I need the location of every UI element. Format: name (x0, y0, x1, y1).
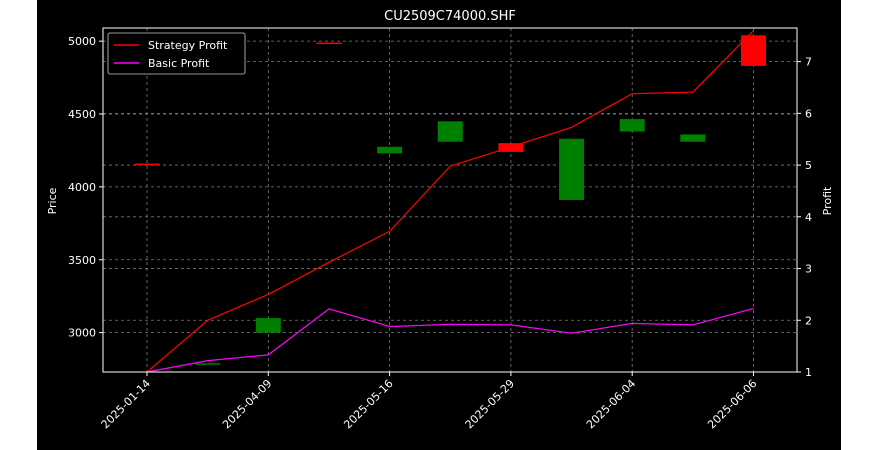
y-tick-label-left: 3000 (68, 327, 96, 340)
chart-svg: CU2509C74000.SHF Price Profit 3000 3500 40… (46, 9, 834, 431)
y-tick-label-right: 4 (805, 211, 812, 224)
y-tick-label-left: 5000 (68, 35, 96, 48)
profit-lines (146, 30, 754, 373)
legend: Strategy Profit Basic Profit (107, 32, 246, 75)
x-tick-label: 2025-06-06 (705, 377, 759, 431)
y-axis-label-left: Price (46, 187, 59, 214)
y-tick-label-right: 6 (805, 107, 812, 120)
x-tick-label: 2025-01-14 (99, 377, 153, 431)
y-tick-label-left: 3500 (68, 254, 96, 267)
y-axis-left: 3000 3500 4000 4500 5000 (68, 35, 103, 340)
candle (316, 42, 342, 45)
y-tick-label-right: 2 (805, 314, 812, 327)
grid-lines (103, 28, 797, 373)
x-tick-label: 2025-05-29 (463, 377, 517, 431)
basic-profit-line (146, 307, 754, 373)
legend-box (107, 32, 246, 75)
x-tick-label: 2025-05-16 (341, 377, 395, 431)
y-axis-right: 1 2 3 4 5 6 7 (797, 56, 812, 379)
candle (680, 134, 706, 142)
y-tick-label-left: 4000 (68, 181, 96, 194)
chart-title: CU2509C74000.SHF (384, 9, 516, 24)
y-tick-label-right: 7 (805, 56, 812, 69)
candle (559, 138, 585, 200)
y-tick-label-right: 3 (805, 263, 812, 276)
y-tick-label-left: 4500 (68, 108, 96, 121)
candle (437, 121, 463, 142)
candle (134, 163, 160, 166)
y-axis-label-right: Profit (821, 186, 834, 215)
x-tick-label: 2025-06-04 (584, 377, 638, 431)
x-axis: 2025-01-14 2025-04-09 2025-05-16 2025-05-29… (99, 372, 760, 431)
y-tick-label-right: 1 (805, 366, 812, 379)
candle (619, 119, 645, 132)
candle (741, 35, 766, 66)
chart-panel: CU2509C74000.SHF Price Profit 3000 3500 40… (37, 0, 841, 450)
candlestick-series (134, 35, 766, 365)
plot-frame (102, 27, 798, 373)
legend-label: Strategy Profit (148, 39, 228, 52)
candle (377, 146, 403, 154)
x-tick-label: 2025-04-09 (220, 377, 274, 431)
strategy-profit-line (146, 30, 754, 373)
legend-label: Basic Profit (148, 57, 210, 70)
candle (195, 363, 221, 365)
candle (255, 318, 281, 333)
y-tick-label-right: 5 (805, 159, 812, 172)
